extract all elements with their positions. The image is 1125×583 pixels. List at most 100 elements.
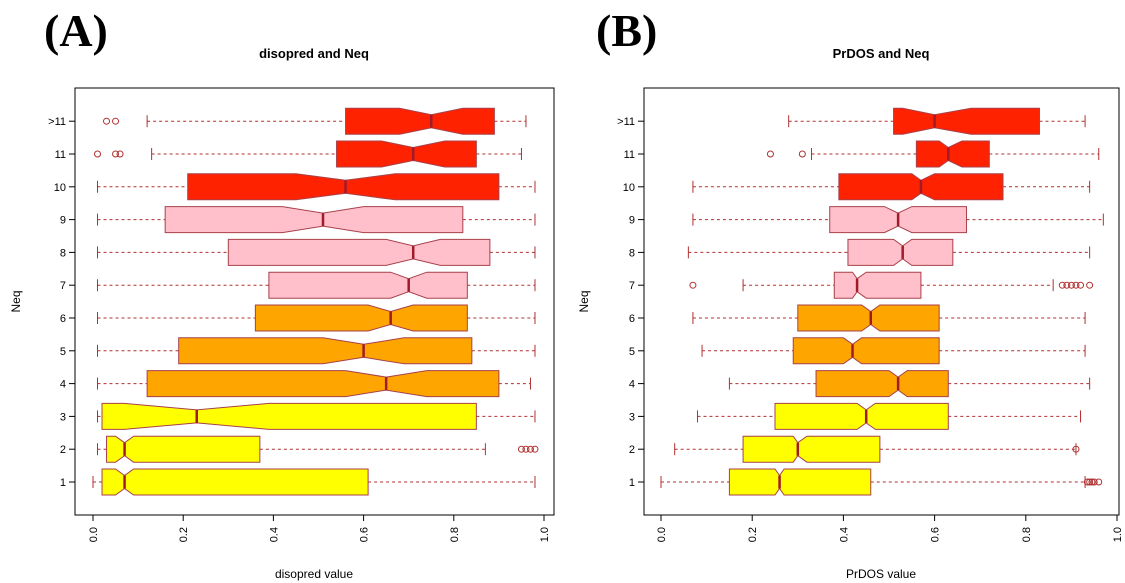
box-body xyxy=(742,435,881,463)
box-body xyxy=(833,271,922,299)
box-8 xyxy=(687,238,1091,266)
outlier-point xyxy=(689,281,697,289)
box-2 xyxy=(97,435,539,463)
chart-title: PrDOS and Neq xyxy=(833,46,930,61)
plot-frame xyxy=(74,87,555,516)
outlier-point xyxy=(1095,478,1103,486)
outlier-point xyxy=(103,117,111,125)
outlier-point xyxy=(1072,281,1080,289)
box-10 xyxy=(692,173,1091,201)
y-tick-label: 6 xyxy=(629,313,635,325)
box-body xyxy=(728,468,872,496)
box-3 xyxy=(97,402,536,430)
y-axis-label: Neq xyxy=(9,290,23,312)
outlier-point xyxy=(526,445,534,453)
chart-panel-b: PrDOS and Neq Neq PrDOS value 0.0 0.2 0.4 0.6 0… xyxy=(577,46,1124,581)
outlier-point xyxy=(522,445,530,453)
box->11 xyxy=(103,107,527,135)
y-tick-label: 3 xyxy=(60,411,66,423)
box-body xyxy=(815,370,949,398)
y-tick-label: >11 xyxy=(48,116,66,128)
y-tick-label: 3 xyxy=(629,411,635,423)
box-4 xyxy=(728,370,1091,398)
box-1 xyxy=(92,468,536,496)
box-2 xyxy=(674,435,1080,463)
outlier-point xyxy=(1083,478,1091,486)
y-tick-label: 6 xyxy=(60,313,66,325)
box-11 xyxy=(766,140,1100,168)
x-tick-label: 0.4 xyxy=(838,527,850,542)
y-tick-label: 9 xyxy=(60,215,66,227)
panel-label-b: (B) xyxy=(596,5,658,56)
outlier-point xyxy=(116,150,124,158)
x-tick-label: 0.8 xyxy=(1021,527,1033,542)
chart-title: disopred and Neq xyxy=(259,46,369,61)
y-tick-label: 4 xyxy=(629,379,635,391)
outlier-point xyxy=(1063,281,1071,289)
y-tick-label: 10 xyxy=(623,182,635,194)
y-tick-label: 5 xyxy=(629,346,635,358)
x-tick-label: 0.8 xyxy=(449,527,461,542)
y-tick-label: 1 xyxy=(629,477,635,489)
x-tick-label: 0.4 xyxy=(268,527,280,542)
box-body xyxy=(336,140,477,168)
box-7 xyxy=(97,271,536,299)
outlier-point xyxy=(1088,478,1096,486)
outlier-point xyxy=(798,150,806,158)
y-tick-label: 9 xyxy=(629,215,635,227)
outlier-point xyxy=(1090,478,1098,486)
y-tick-label: 7 xyxy=(629,280,635,292)
box-body xyxy=(254,304,468,332)
box-11 xyxy=(94,140,522,168)
box-body xyxy=(101,402,477,430)
outlier-point xyxy=(1058,281,1066,289)
box-9 xyxy=(97,206,536,234)
panel-label-a: (A) xyxy=(44,5,108,56)
box-body xyxy=(178,337,473,365)
y-tick-label: 2 xyxy=(60,444,66,456)
x-tick-label: 0.2 xyxy=(747,527,759,542)
x-tick-label: 0.0 xyxy=(88,527,100,542)
box-body xyxy=(893,107,1040,135)
box-6 xyxy=(692,304,1086,332)
x-axis-label: PrDOS value xyxy=(846,567,916,581)
box-8 xyxy=(97,238,536,266)
box-body xyxy=(164,206,464,234)
y-tick-label: 5 xyxy=(60,346,66,358)
y-tick-label: 11 xyxy=(55,149,66,161)
y-tick-label: 2 xyxy=(629,444,635,456)
y-tick-label: 7 xyxy=(60,280,66,292)
outlier-point xyxy=(1086,478,1094,486)
outlier-point xyxy=(1077,281,1085,289)
box-body xyxy=(345,107,495,135)
chart-panel-a: disopred and Neq Neq disopred value 0.0 0.2 0… xyxy=(9,46,555,581)
y-tick-label: 8 xyxy=(60,247,66,259)
plot-frame xyxy=(643,87,1120,516)
box-6 xyxy=(97,304,536,332)
x-tick-label: 0.0 xyxy=(656,527,668,542)
box-body xyxy=(101,468,369,496)
outlier-point xyxy=(94,150,102,158)
x-tick-label: 0.6 xyxy=(930,527,942,542)
x-tick-label: 0.2 xyxy=(178,527,190,542)
x-tick-label: 0.6 xyxy=(359,527,371,542)
box-10 xyxy=(97,173,536,201)
box-4 xyxy=(97,370,531,398)
outlier-point xyxy=(1072,445,1080,453)
x-tick-label: 1.0 xyxy=(539,527,551,542)
box-5 xyxy=(701,337,1086,365)
box-9 xyxy=(692,206,1104,234)
outlier-point xyxy=(1086,281,1094,289)
y-tick-label: 10 xyxy=(54,182,66,194)
box-5 xyxy=(97,337,536,365)
box-body xyxy=(106,435,261,463)
box-7 xyxy=(689,271,1094,299)
box-body xyxy=(792,337,940,365)
outlier-point xyxy=(1067,281,1075,289)
outlier-point xyxy=(517,445,525,453)
outlier-point xyxy=(531,445,539,453)
outlier-point xyxy=(112,150,120,158)
y-tick-label: 8 xyxy=(629,247,635,259)
box-body xyxy=(187,173,500,201)
box-body xyxy=(847,238,954,266)
